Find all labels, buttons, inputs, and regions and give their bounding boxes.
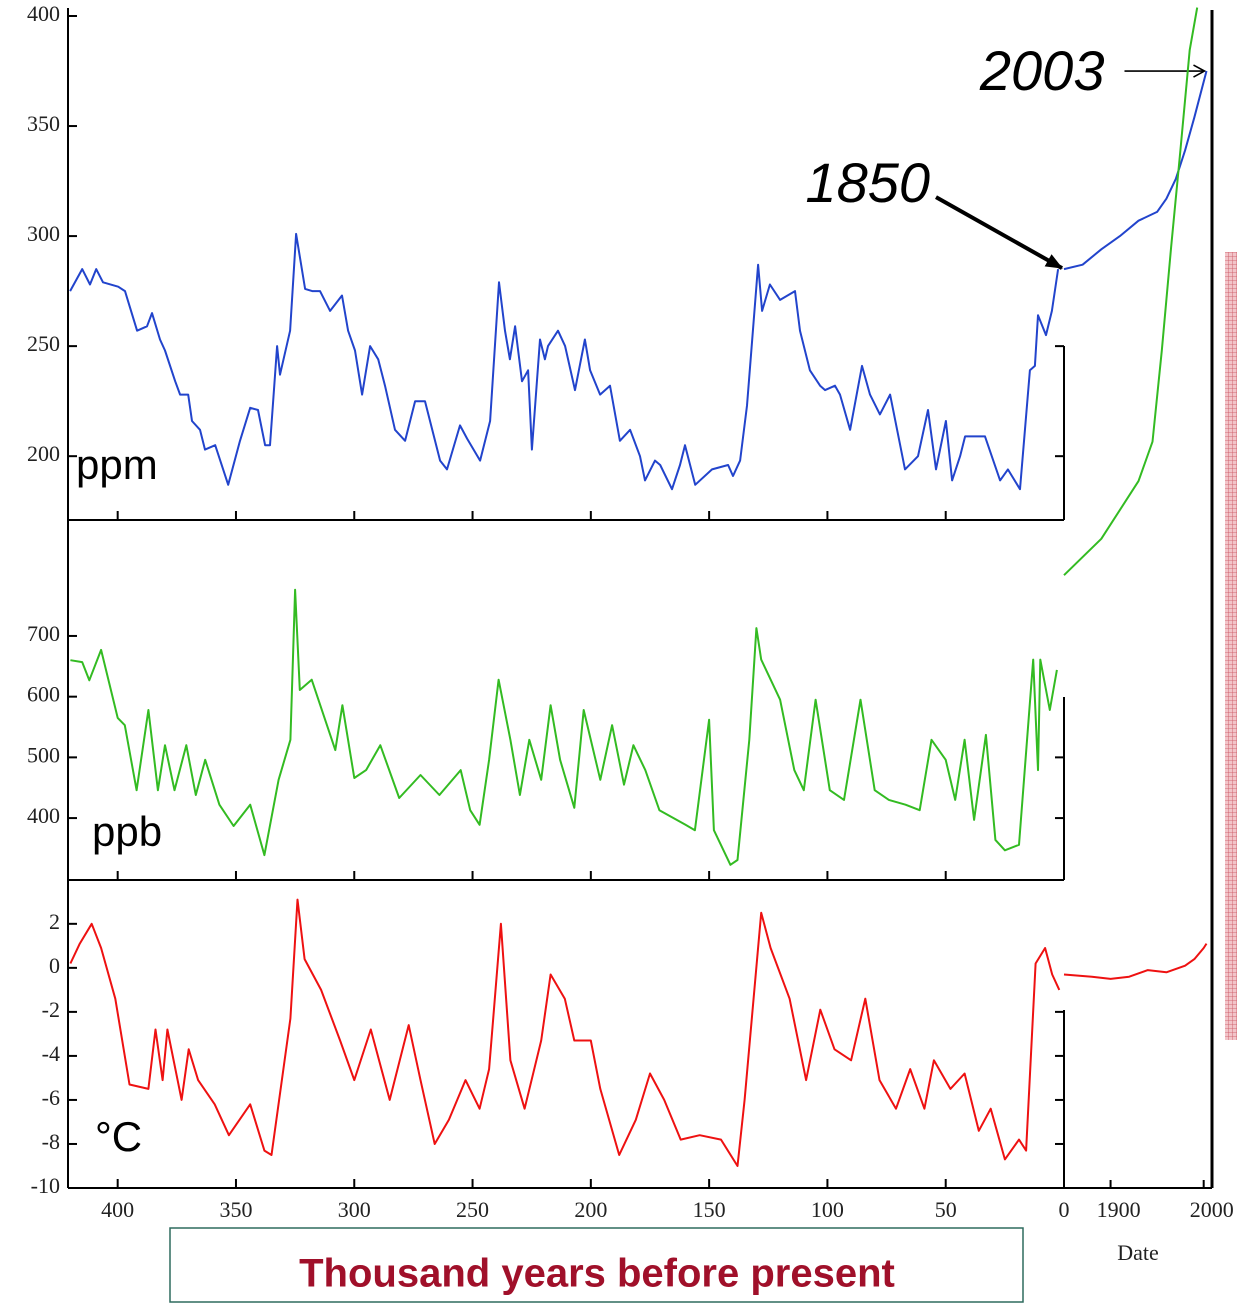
- x-tick-label: 300: [338, 1197, 371, 1222]
- unit-label: °C: [95, 1113, 142, 1160]
- x2-tick-label: 1900: [1097, 1197, 1141, 1222]
- x-tick-label: 400: [101, 1197, 134, 1222]
- y-tick-label: 600: [27, 682, 60, 707]
- x-label-box: [169, 1227, 1024, 1303]
- annotation: 1850: [805, 151, 930, 214]
- unit-label: ppb: [92, 808, 162, 855]
- x-tick-label: 0: [1059, 1197, 1070, 1222]
- data-line: [1063, 7, 1199, 576]
- x2-axis-label: Date: [1117, 1240, 1159, 1265]
- x-tick-label: 250: [456, 1197, 489, 1222]
- y-tick-label: -6: [42, 1085, 60, 1110]
- x-tick-label: 350: [219, 1197, 252, 1222]
- x-tick-label: 50: [935, 1197, 957, 1222]
- y-tick-label: -2: [42, 997, 60, 1022]
- y-tick-label: 250: [27, 331, 60, 356]
- x2-tick-label: 2000: [1190, 1197, 1234, 1222]
- x-tick-label: 100: [811, 1197, 844, 1222]
- y-tick-label: 350: [27, 111, 60, 136]
- y-tick-label: -8: [42, 1129, 60, 1154]
- y-tick-label: 400: [27, 803, 60, 828]
- data-line: [69, 898, 1061, 1167]
- y-tick-label: 0: [49, 953, 60, 978]
- y-tick-label: 700: [27, 621, 60, 646]
- x-axis-label: Thousand years before present: [299, 1252, 895, 1296]
- annotation: 2003: [979, 39, 1105, 102]
- y-tick-label: -4: [42, 1041, 60, 1066]
- unit-label: ppm: [76, 441, 158, 488]
- y-tick-label: 500: [27, 742, 60, 767]
- x-tick-label: 200: [574, 1197, 607, 1222]
- y-tick-label: 300: [27, 221, 60, 246]
- data-line: [1063, 943, 1208, 980]
- y-tick-label: 2: [49, 909, 60, 934]
- side-bar: [1225, 252, 1237, 1040]
- y-tick-label: 400: [27, 1, 60, 26]
- data-line: [70, 588, 1058, 866]
- x-tick-label: 150: [693, 1197, 726, 1222]
- y-tick-label: -10: [31, 1173, 60, 1198]
- data-line: [69, 232, 1060, 491]
- data-line: [1063, 70, 1208, 271]
- annotation-arrow: [935, 195, 1063, 270]
- y-tick-label: 200: [27, 441, 60, 466]
